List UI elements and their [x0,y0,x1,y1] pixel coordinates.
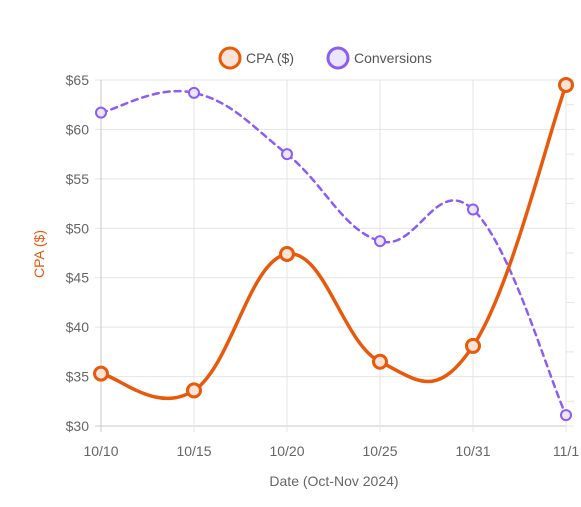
x-tick-label: 10/31 [455,443,490,459]
x-tick-label: 10/25 [362,443,397,459]
x-tick-label: 10/15 [176,443,211,459]
y-tick-label: $45 [66,270,90,286]
x-tick-label: 11/1 [553,443,579,459]
series-layer [93,76,574,422]
cpa-point[interactable] [186,382,202,399]
cpa-point[interactable] [558,76,574,93]
conversions-line [99,89,568,417]
legend-item-cpa-marker[interactable] [218,46,242,70]
y-tick-label: $65 [66,72,90,88]
cpa-point[interactable] [93,365,109,382]
y-tick-label: $35 [66,369,90,385]
conversions-point[interactable] [374,235,386,248]
y-tick-label: $30 [66,418,90,434]
x-tick-label: 10/10 [83,443,118,459]
y-tick-label: $40 [66,319,90,335]
y-axis: $30 $35 $40 $45 $50 $55 $60 $65 [66,72,90,434]
conversions-point[interactable] [467,203,479,216]
conversions-point[interactable] [560,409,572,422]
legend-item-cpa-label[interactable]: CPA ($) [246,50,294,66]
cpa-point[interactable] [465,337,481,354]
conversions-point[interactable] [188,86,200,99]
conversions-point[interactable] [95,106,107,119]
y-tick-label: $50 [66,220,90,236]
y-tick-label: $55 [66,171,90,187]
legend-item-conversions-label[interactable]: Conversions [354,50,432,66]
cpa-point[interactable] [372,353,388,370]
legend: CPA ($) Conversions [218,46,432,70]
x-axis: 10/10 10/15 10/20 10/25 10/31 11/1 [83,443,579,459]
y-tick-label: $60 [66,121,90,137]
grid [95,79,574,432]
legend-item-conversions-marker[interactable] [326,46,350,70]
y-axis-title: CPA ($) [31,230,47,278]
conversions-point[interactable] [281,148,293,161]
x-tick-label: 10/20 [269,443,304,459]
cpa-point[interactable] [279,245,295,262]
x-axis-title: Date (Oct-Nov 2024) [269,473,398,489]
